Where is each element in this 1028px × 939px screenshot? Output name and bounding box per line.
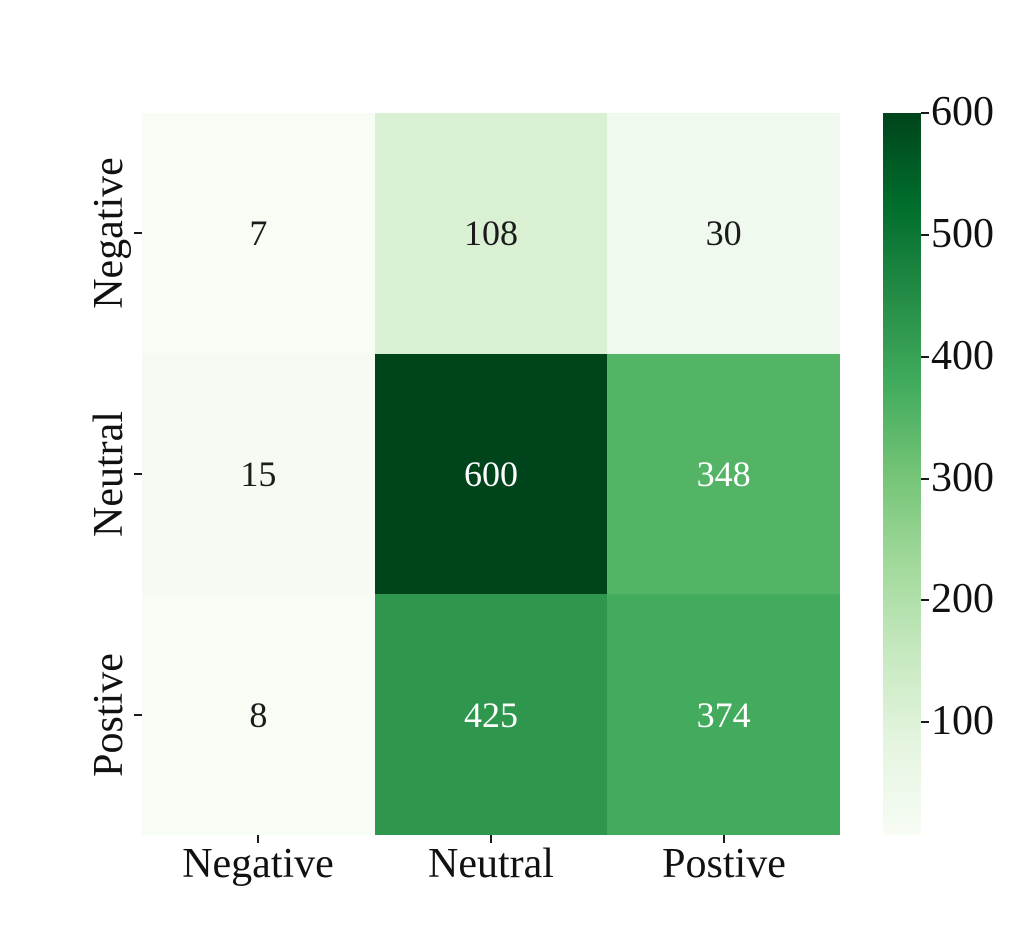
y-tick-label: Postive	[86, 653, 132, 777]
heatmap-cell: 600	[374, 353, 608, 595]
heatmap-cell: 30	[607, 113, 840, 354]
axis-tick	[134, 714, 142, 716]
x-tick-label: Postive	[662, 841, 786, 887]
cell-value: 374	[696, 694, 751, 735]
colorbar-tick-label: 600	[931, 89, 994, 136]
cell-value: 425	[463, 694, 518, 735]
cell-value: 108	[463, 213, 518, 254]
heatmap-cell: 348	[607, 353, 840, 595]
heatmap-cell: 108	[374, 113, 608, 354]
colorbar-gradient	[883, 113, 921, 835]
cell-value: 8	[249, 694, 268, 735]
heatmap-cell: 15	[142, 353, 375, 595]
colorbar-tick	[921, 478, 929, 480]
colorbar-tick-label: 300	[931, 455, 994, 502]
colorbar-tick	[921, 112, 929, 114]
cell-value: 600	[463, 453, 518, 494]
axis-tick	[257, 835, 259, 843]
cell-value: 348	[696, 453, 751, 494]
axis-tick	[134, 473, 142, 475]
colorbar-tick-label: 200	[931, 576, 994, 623]
cell-value: 7	[249, 213, 268, 254]
heatmap-cell: 8	[142, 594, 375, 835]
colorbar-tick	[921, 599, 929, 601]
cell-value: 15	[240, 453, 277, 494]
axis-tick	[723, 835, 725, 843]
colorbar-tick	[921, 721, 929, 723]
colorbar-tick-label: 400	[931, 333, 994, 380]
cell-value: 30	[705, 213, 742, 254]
axis-tick	[490, 835, 492, 843]
y-tick-label: Neutral	[86, 411, 132, 537]
x-tick-label: Neutral	[428, 841, 554, 887]
x-tick-label: Negative	[182, 841, 334, 887]
colorbar-tick-label: 500	[931, 211, 994, 258]
colorbar-tick	[921, 234, 929, 236]
heatmap-grid: 7 108 30 15 600 348 8 425 374	[142, 113, 840, 835]
heatmap-cell: 374	[607, 594, 840, 835]
colorbar-tick	[921, 356, 929, 358]
y-tick-label: Negative	[86, 157, 132, 309]
heatmap-cell: 7	[142, 113, 375, 354]
heatmap-cell: 425	[374, 594, 608, 835]
axis-tick	[134, 232, 142, 234]
colorbar-tick-label: 100	[931, 698, 994, 745]
